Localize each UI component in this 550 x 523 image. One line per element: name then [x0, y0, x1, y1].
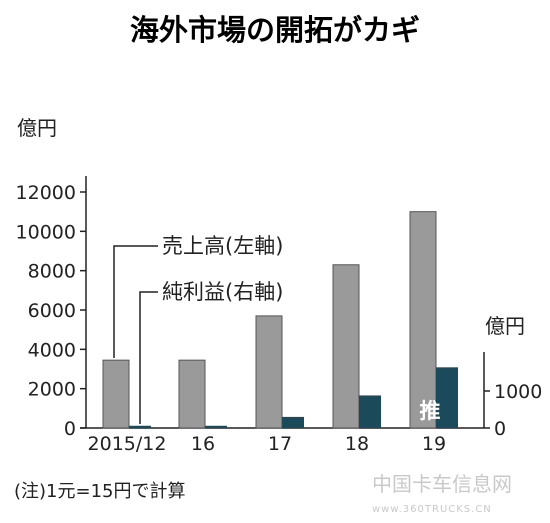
left-axis-tick-label: 12000: [16, 182, 76, 204]
sales-bar: [332, 264, 360, 429]
x-axis-label: 16: [191, 433, 215, 455]
right-axis-tick-label: 0: [494, 418, 506, 440]
left-axis-tick-label: 0: [64, 418, 76, 440]
legend-profit-label: 純利益(右軸): [162, 280, 283, 304]
profit-bar: [205, 425, 227, 428]
profit-bar: [359, 395, 381, 428]
profit-bar: [436, 367, 458, 428]
right-axis-tick-label: 1000: [494, 381, 542, 403]
profit-bar: [129, 425, 151, 428]
legend-sales-leader: [113, 245, 158, 358]
footnote: (注)1元=15円で計算: [14, 481, 185, 502]
left-axis-tick-label: 4000: [28, 339, 76, 361]
legend-profit-leader: [139, 291, 158, 424]
legend-profit: 純利益(右軸): [139, 280, 283, 424]
estimate-label: 推: [420, 399, 441, 423]
left-axis-tick-label: 6000: [28, 300, 76, 322]
legend-sales: 売上高(左軸): [113, 234, 283, 358]
left-axis-unit: 億円: [17, 116, 57, 140]
right-axis-unit: 億円: [485, 314, 525, 338]
sales-bar: [102, 359, 130, 429]
sales-bar: [409, 211, 437, 429]
watermark-text: 中国卡车信息网: [372, 472, 512, 496]
sales-bar: [255, 315, 283, 429]
x-axis-label: 17: [268, 433, 292, 455]
x-axis-label: 2015/12: [88, 433, 167, 455]
x-axis-label: 18: [345, 433, 369, 455]
right-axis: 0 1000: [483, 352, 542, 440]
left-axis-tick-label: 2000: [28, 379, 76, 401]
sales-bar: [178, 359, 206, 429]
bars: [102, 211, 458, 429]
left-axis-tick-label: 10000: [16, 221, 76, 243]
chart-title: 海外市場の開拓がカギ: [130, 13, 420, 47]
profit-bar: [282, 416, 304, 428]
left-axis: 0 2000 4000 6000 8000 10000 12000: [16, 176, 484, 440]
x-axis-labels: 2015/12 16 17 18 19: [88, 433, 447, 455]
x-axis-label: 19: [422, 433, 446, 455]
legend-sales-label: 売上高(左軸): [162, 234, 283, 258]
left-axis-tick-label: 8000: [28, 261, 76, 283]
watermark-url: www.360TRUCKS.CN: [372, 504, 492, 515]
